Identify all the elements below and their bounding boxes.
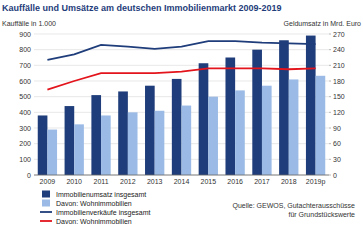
bar: [101, 115, 111, 175]
x-tick-label: 2011: [94, 178, 109, 185]
y-tick-label: 300: [19, 125, 31, 132]
x-tick-label: 2015: [201, 178, 217, 185]
y-tick-label: 900: [19, 31, 31, 38]
source-note: für Grundstückswerte: [288, 211, 355, 218]
y2-axis-label: Geldumsatz in Mrd. Euro: [284, 20, 362, 27]
bar: [225, 58, 235, 176]
line: [47, 41, 315, 60]
x-tick-label: 2018: [281, 178, 297, 185]
bar: [91, 95, 101, 175]
legend-line: [40, 220, 52, 222]
y-tick-label: 100: [19, 156, 31, 163]
y-tick-label: 700: [19, 62, 31, 69]
grid-line: [34, 175, 329, 176]
source-note: Quelle: GEWOS, Gutachterausschüsse: [232, 202, 355, 210]
legend-label: Davon: Wohnimmobilien: [56, 200, 132, 207]
bar: [74, 124, 84, 175]
x-tick-label: 2016: [227, 178, 243, 185]
y-axis-label: Kauffälle in 1.000: [2, 20, 56, 27]
x-tick-label: 2012: [120, 178, 136, 185]
bar: [262, 86, 272, 175]
bar: [172, 79, 182, 175]
bar: [289, 79, 299, 175]
grid-line: [34, 34, 329, 35]
y2-tick: [329, 49, 331, 50]
bar: [128, 112, 138, 175]
y2-tick: [329, 65, 331, 66]
bar: [306, 36, 316, 175]
y2-tick-label: 30: [333, 156, 341, 163]
bar: [145, 86, 155, 175]
plot-area: [38, 36, 325, 175]
y2-tick: [329, 81, 331, 82]
bar: [65, 106, 75, 175]
y2-tick-label: 120: [333, 109, 345, 116]
y2-tick-label: 90: [333, 125, 341, 132]
chart: Kauffälle und Umsätze am deutschen Immob…: [0, 0, 363, 240]
y2-tick-label: 0: [333, 172, 337, 179]
x-tick-label: 2014: [174, 178, 190, 185]
y2-tick: [329, 34, 331, 35]
bar: [208, 97, 218, 175]
title: Kauffälle und Umsätze am deutschen Immob…: [2, 3, 282, 13]
y-tick-label: 0: [27, 172, 31, 179]
y2-tick: [329, 112, 331, 113]
bar: [155, 111, 165, 175]
y2-tick: [329, 175, 331, 176]
y-tick-label: 500: [19, 93, 31, 100]
bar: [235, 90, 245, 175]
y-tick-label: 400: [19, 109, 31, 116]
y2-tick-label: 150: [333, 93, 345, 100]
legend-line: [40, 211, 52, 213]
y2-tick-label: 210: [333, 62, 345, 69]
y2-tick-label: 240: [333, 46, 345, 53]
x-tick-label: 2013: [147, 178, 163, 185]
legend-swatch: [42, 200, 50, 207]
line: [47, 68, 315, 89]
bar: [38, 115, 48, 175]
x-tick-label: 2009: [40, 178, 56, 185]
bar: [316, 76, 326, 175]
y2-tick: [329, 143, 331, 144]
legend-label: Immobilienumsatz insgesamt: [56, 191, 146, 199]
x-tick-label: 2017: [254, 178, 270, 185]
y2-tick: [329, 96, 331, 97]
bar: [279, 40, 289, 175]
y-tick-label: 800: [19, 46, 31, 53]
legend-label: Davon: Wohnimmobilien: [56, 218, 132, 225]
y-tick-label: 200: [19, 140, 31, 147]
y-tick-label: 600: [19, 78, 31, 85]
legend-label: Immobilienverkäufe insgesamt: [56, 209, 151, 217]
legend-swatch: [42, 191, 50, 198]
y2-tick: [329, 159, 331, 160]
bar: [118, 91, 128, 175]
y2-tick-label: 180: [333, 78, 345, 85]
y2-tick-label: 60: [333, 140, 341, 147]
x-tick-label: 2010: [66, 178, 82, 185]
bar: [47, 130, 57, 175]
x-tick-label: 2019p: [306, 178, 326, 186]
bar: [199, 63, 209, 175]
bar: [182, 106, 192, 175]
y2-tick: [329, 128, 331, 129]
x-axis: [34, 175, 329, 176]
y2-tick-label: 270: [333, 31, 345, 38]
